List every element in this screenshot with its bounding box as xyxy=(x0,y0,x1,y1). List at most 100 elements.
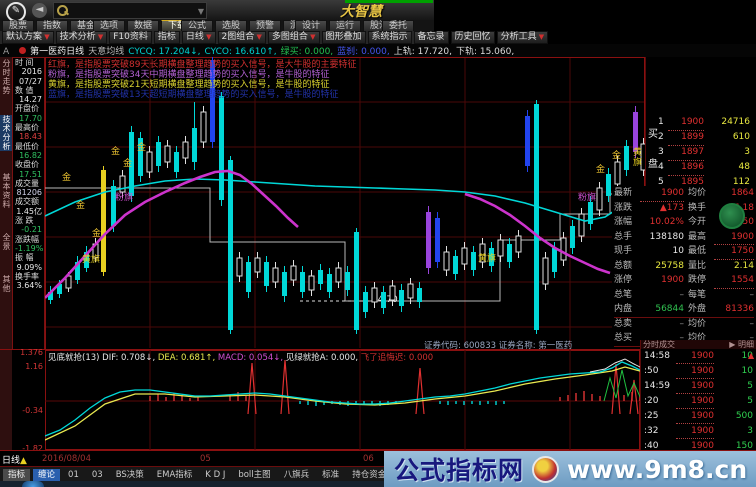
side-tab-技术分析[interactable]: 技术分析 xyxy=(0,115,12,151)
app-logo-icon: ✎ xyxy=(6,2,26,22)
bottom-divider xyxy=(0,450,756,451)
tick-trades-header: 分时成交 ▶ 明细 xyxy=(641,340,756,349)
bottom-tab-指标[interactable]: 指标 xyxy=(3,468,31,481)
period-label[interactable]: 日线▲ xyxy=(2,456,27,466)
data-row: 涨 跌 -0.21 xyxy=(15,216,42,235)
date-axis: 日线▲ 2016/08/04 05 06 xyxy=(0,452,384,466)
axis-label: 1.16 xyxy=(25,362,43,371)
buy-level-row[interactable]: 2 1899 610 xyxy=(658,130,755,146)
data-row: 换手率 3.64% xyxy=(15,271,42,291)
quote-row: 现手 10 最低 1750 xyxy=(614,244,754,260)
indicator-name: 见底就抢(13) xyxy=(48,353,103,363)
svg-text:黄: 黄 xyxy=(633,146,642,158)
nav-button-数据[interactable]: 数据 xyxy=(127,20,160,33)
bottom-tab-EMA指标[interactable]: EMA指标 xyxy=(156,469,193,480)
data-row: 时 间 2016 07/27 xyxy=(15,58,42,86)
bottom-tab-boll主图[interactable]: boll主图 xyxy=(238,469,271,480)
menu-item-历史回忆[interactable]: 历史回忆 xyxy=(450,31,495,44)
back-button[interactable]: ◄ xyxy=(32,3,47,18)
tick-trades-panel[interactable]: 分时成交 ▶ 明细 14:58 1900 10:50 1900 10 14:59 1900 5… xyxy=(640,340,756,454)
side-tab-基本资料[interactable]: 基本资料 xyxy=(2,173,11,209)
bottom-tab-标准[interactable]: 标准 xyxy=(322,469,340,480)
dropdown-arrow-icon: ▼ xyxy=(536,33,545,41)
buy-level-row[interactable]: 4 1896 48 xyxy=(658,160,755,176)
svg-text:金: 金 xyxy=(92,227,101,239)
menu-item-默认方案[interactable]: 默认方案 ▼ xyxy=(2,31,54,44)
svg-text:金: 金 xyxy=(596,163,605,175)
axis-label: -0.34 xyxy=(22,406,43,415)
indicator-value: 见绿就抢A: 0.000, xyxy=(283,353,359,363)
search-dropdown-icon[interactable]: ▼ xyxy=(197,7,204,16)
indicator-field: 绿买: 0.000, xyxy=(280,47,334,57)
menu-item-技术分析[interactable]: 技术分析 ▼ xyxy=(55,31,108,44)
side-tab-其他[interactable]: 其他 xyxy=(2,275,11,293)
flag-legend-line: 红旗，是指股票突破89天长期横盘整理趋势的买入信号，是大牛股的主要特征 xyxy=(48,60,357,70)
menu-item-分析工具[interactable]: 分析工具 ▼ xyxy=(496,31,549,44)
quote-row: 内盘 56844 外盘 81336 xyxy=(614,302,754,318)
tick-detail-link[interactable]: ▶ 明细 xyxy=(729,340,754,349)
side-tab-全景[interactable]: 全景 xyxy=(2,233,11,251)
progress-strip xyxy=(345,0,433,3)
banner-url: www.9m8.cn xyxy=(567,454,748,484)
security-code-line: 证券代码: 600833 证券名称: 第一医药 xyxy=(424,341,573,351)
bottom-tab-BS决策[interactable]: BS决策 xyxy=(115,469,144,480)
macd-indicator-panel[interactable] xyxy=(45,350,640,450)
app-title: 大智慧 xyxy=(340,4,382,20)
nav-button-委托[interactable]: 委托 xyxy=(382,20,415,33)
axis-label: 1.376 xyxy=(20,348,43,357)
tick-row: :25 1900 500 xyxy=(641,409,756,424)
start-orb-icon[interactable] xyxy=(22,481,44,487)
main-candlestick-chart[interactable]: 14.70金金金金金金金金黄旗粉旗黄旗粉旗黄旗 xyxy=(45,57,645,350)
flag-legend-line: 粉旗，是指股票突破34天中期横盘整理趋势的买入信号，是牛股的特征 xyxy=(48,70,330,80)
menu-item-F10资料[interactable]: F10资料 xyxy=(109,31,152,44)
quote-row: 总手 138180 最高 1900 xyxy=(614,230,754,245)
search-input[interactable]: ▼ xyxy=(53,2,207,19)
nav-group: 委托 xyxy=(382,20,415,33)
tick-row: 14:58 1900 10 xyxy=(641,349,756,364)
quote-row: 总卖 – 均价 – xyxy=(614,318,754,329)
buy-level-row[interactable]: 3 1897 3 xyxy=(658,145,755,161)
menu-item-备忘录[interactable]: 备忘录 xyxy=(413,31,449,44)
indicator-field: CYCO: 16.610↑, xyxy=(204,47,277,57)
data-row: 开盘价 17.70 xyxy=(15,104,42,123)
stock-title: 第一医药日线 xyxy=(30,47,85,57)
indicator-values: CYCQ: 17.204↓, CYCO: 16.610↑, 绿买: 0.000, 蓝刹… xyxy=(128,47,518,57)
nav-button-运行[interactable]: 运行 xyxy=(329,20,362,33)
banner-logo-icon xyxy=(532,455,560,483)
side-tab-分时走势[interactable]: 分时走势 xyxy=(2,59,11,95)
indicator-header: 见底就抢(13) DIF: 0.708↓, DEA: 0.681↑, MACD:… xyxy=(48,351,433,363)
indicator-value: DEA: 0.681↑, xyxy=(155,353,216,363)
dropdown-arrow-icon: ▼ xyxy=(203,33,212,41)
quote-row: 总笔 – 每笔 – xyxy=(614,289,754,300)
dropdown-arrow-icon: ▼ xyxy=(307,33,316,41)
menu-item-图形叠加[interactable]: 图形叠加 xyxy=(321,31,366,44)
quote-row: 总额 25758 量比 2.14 xyxy=(614,260,754,271)
menu-item-日线[interactable]: 日线 ▼ xyxy=(181,31,216,44)
tick-row: :50 1900 10 xyxy=(641,364,756,379)
svg-text:金: 金 xyxy=(111,145,120,157)
indicator-field: CYCQ: 17.204↓, xyxy=(128,47,201,57)
menu-item-系统指示[interactable]: 系统指示 xyxy=(367,31,412,44)
buy-side-label: 盘 xyxy=(648,159,658,170)
menu-item-指标[interactable]: 指标 xyxy=(153,31,180,44)
svg-text:金: 金 xyxy=(612,149,621,161)
bottom-tab-K D J[interactable]: K D J xyxy=(205,469,226,480)
bottom-tab-缠论[interactable]: 缠论 xyxy=(33,468,61,481)
menu-item-多图组合[interactable]: 多图组合 ▼ xyxy=(267,31,320,44)
taskbar-sliver xyxy=(0,481,384,487)
bottom-tab-03[interactable]: 03 xyxy=(91,469,103,480)
bottom-tab-八旗兵[interactable]: 八旗兵 xyxy=(283,469,310,480)
svg-text:粉旗: 粉旗 xyxy=(115,191,133,203)
draw-tool-icon[interactable]: A xyxy=(3,47,10,57)
bottom-tab-持仓资金[interactable]: 持仓资金 xyxy=(352,469,384,480)
menu-item-2图组合[interactable]: 2图组合 ▼ xyxy=(217,31,266,44)
scroll-up-icon[interactable]: ▲ xyxy=(748,351,755,360)
bottom-tab-01[interactable]: 01 xyxy=(68,469,79,480)
buy-level-row[interactable]: 1 1900 24716 xyxy=(658,115,755,131)
indicator-value: DIF: 0.708↓, xyxy=(102,353,156,363)
period-up-icon: ▲ xyxy=(20,456,27,466)
indicator-field: 上轨: 17.720, xyxy=(393,47,452,57)
nav-group: 股票 指数 基金 xyxy=(2,20,103,33)
limit-up-badge-icon xyxy=(719,203,745,229)
